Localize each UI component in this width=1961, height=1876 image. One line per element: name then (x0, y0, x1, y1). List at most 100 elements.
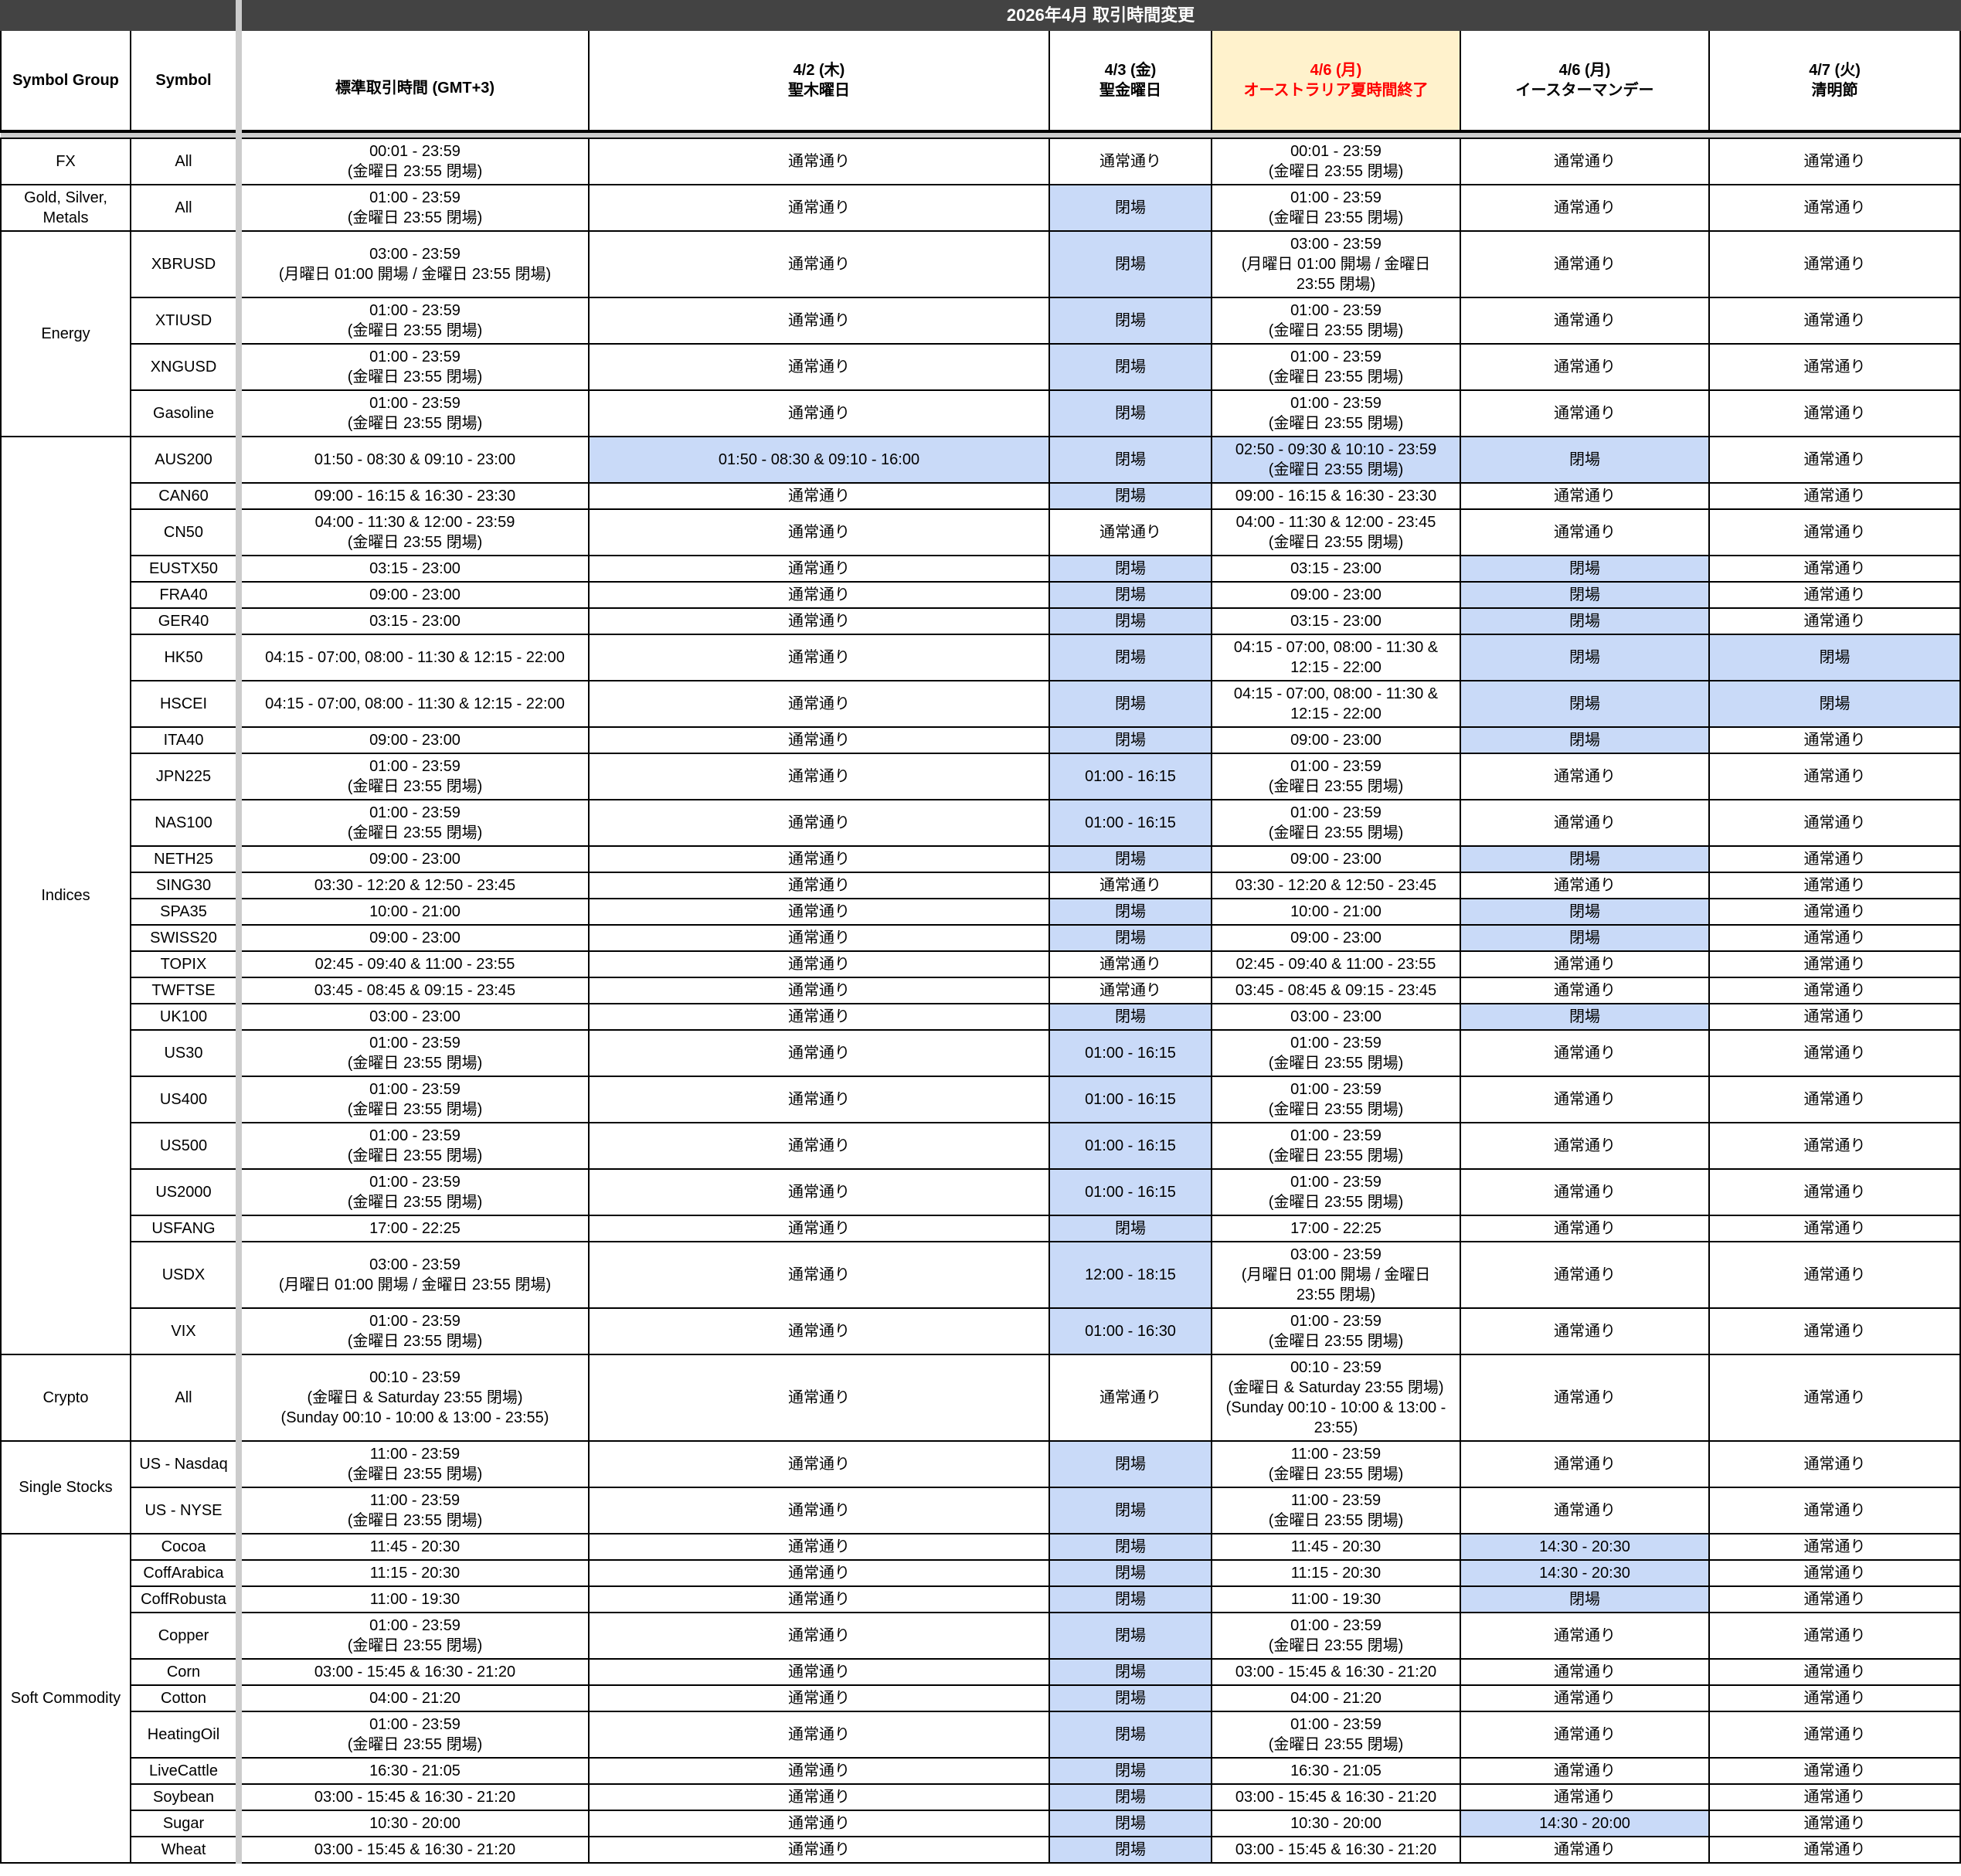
day-cell-0406-easter: 閉場 (1460, 607, 1710, 635)
day-cell-0406-au: 09:00 - 23:00 (1211, 924, 1461, 952)
symbol-cell: Cotton (130, 1684, 240, 1712)
symbol-cell: UK100 (130, 1003, 240, 1031)
day-cell-0403: 閉場 (1048, 726, 1212, 754)
day-cell-0407: 通常通り (1708, 1559, 1961, 1587)
day-cell-0406-easter: 14:30 - 20:00 (1460, 1810, 1710, 1837)
day-cell-0407: 通常通り (1708, 297, 1961, 345)
day-cell-0402: 通常通り (588, 1307, 1050, 1355)
standard-hours-cell: 01:00 - 23:59 (金曜日 23:55 閉場) (236, 343, 590, 391)
day-cell-0403: 01:00 - 16:15 (1048, 1029, 1212, 1077)
day-cell-0406-au: 03:15 - 23:00 (1211, 555, 1461, 583)
table-row: Wheat 03:00 - 15:45 & 16:30 - 21:20 通常通り 閉場… (1, 1836, 1961, 1864)
day-cell-0406-easter: 通常通り (1460, 1440, 1710, 1488)
symbol-cell: XNGUSD (130, 343, 240, 391)
symbol-cell: Copper (130, 1612, 240, 1660)
day-cell-0402: 通常通り (588, 799, 1050, 847)
standard-hours-cell: 09:00 - 23:00 (236, 924, 590, 952)
header-gap (1, 131, 1961, 138)
standard-hours-cell: 03:00 - 23:59 (月曜日 01:00 開場 / 金曜日 23:55 … (236, 230, 590, 298)
table-row: Crypto All 00:10 - 23:59 (金曜日 & Saturday 2… (0, 1354, 1961, 1442)
day-cell-0406-easter: 通常通り (1460, 799, 1710, 847)
table-row: US400 01:00 - 23:59 (金曜日 23:55 閉場) 通常通り 01:… (1, 1076, 1961, 1123)
day-cell-0407: 通常通り (1708, 845, 1961, 873)
day-cell-0403: 閉場 (1048, 1684, 1212, 1712)
header-day-0403: 4/3 (金) 聖金曜日 (1048, 29, 1212, 133)
day-cell-0406-au: 02:50 - 09:30 & 10:10 - 23:59 (金曜日 23:55… (1211, 436, 1461, 484)
title-row: 2026年4月 取引時間変更 (0, 0, 1961, 31)
day-cell-0406-au: 04:00 - 11:30 & 12:00 - 23:45 (金曜日 23:55… (1211, 508, 1461, 556)
header-row: Symbol Group Symbol 標準取引時間 (GMT+3) 4/2 (… (0, 29, 1961, 133)
day-cell-0406-easter: 通常通り (1460, 1836, 1710, 1864)
day-cell-0403: 閉場 (1048, 1836, 1212, 1864)
day-cell-0406-au: 01:00 - 23:59 (金曜日 23:55 閉場) (1211, 343, 1461, 391)
symbol-group-cell: Indices (0, 436, 131, 1355)
symbol-group-cell: Energy (0, 230, 131, 437)
day-cell-0407: 通常通り (1708, 1684, 1961, 1712)
day-cell-0406-easter: 閉場 (1460, 1585, 1710, 1613)
standard-hours-cell: 03:00 - 23:00 (236, 1003, 590, 1031)
day-cell-0407: 通常通り (1708, 924, 1961, 952)
day-cell-0407: 通常通り (1708, 1487, 1961, 1534)
day-cell-0406-au: 03:15 - 23:00 (1211, 607, 1461, 635)
day-cell-0403: 01:00 - 16:15 (1048, 1076, 1212, 1123)
day-cell-0407: 通常通り (1708, 1076, 1961, 1123)
symbol-cell: USFANG (130, 1215, 240, 1242)
day-cell-0403: 閉場 (1048, 482, 1212, 510)
day-cell-0406-easter: 通常通り (1460, 1168, 1710, 1216)
standard-hours-cell: 03:15 - 23:00 (236, 607, 590, 635)
day-cell-0407: 通常通り (1708, 230, 1961, 298)
day-cell-0406-au: 03:45 - 08:45 & 09:15 - 23:45 (1211, 977, 1461, 1004)
day-cell-0407: 通常通り (1708, 1836, 1961, 1864)
day-cell-0402: 01:50 - 08:30 & 09:10 - 16:00 (588, 436, 1050, 484)
day-cell-0402: 通常通り (588, 508, 1050, 556)
table-row: XNGUSD 01:00 - 23:59 (金曜日 23:55 閉場) 通常通り 閉場… (1, 343, 1961, 391)
day-cell-0402: 通常通り (588, 1612, 1050, 1660)
day-cell-0406-easter: 通常通り (1460, 508, 1710, 556)
day-cell-0407: 通常通り (1708, 726, 1961, 754)
day-cell-0403: 通常通り (1048, 138, 1212, 185)
day-cell-0406-au: 01:00 - 23:59 (金曜日 23:55 閉場) (1211, 297, 1461, 345)
standard-hours-cell: 11:15 - 20:30 (236, 1559, 590, 1587)
day-cell-0402: 通常通り (588, 607, 1050, 635)
header-standard-hours: 標準取引時間 (GMT+3) (236, 29, 590, 133)
standard-hours-cell: 03:15 - 23:00 (236, 555, 590, 583)
standard-hours-cell: 01:50 - 08:30 & 09:10 - 23:00 (236, 436, 590, 484)
day-cell-0407: 通常通り (1708, 555, 1961, 583)
day-cell-0407: 通常通り (1708, 184, 1961, 232)
standard-hours-cell: 01:00 - 23:59 (金曜日 23:55 閉場) (236, 753, 590, 800)
day-cell-0406-easter: 通常通り (1460, 1487, 1710, 1534)
day-cell-0407: 閉場 (1708, 634, 1961, 681)
day-cell-0406-easter: 通常通り (1460, 343, 1710, 391)
day-cell-0406-au: 11:00 - 23:59 (金曜日 23:55 閉場) (1211, 1487, 1461, 1534)
table-row: CN50 04:00 - 11:30 & 12:00 - 23:59 (金曜日 2… (1, 508, 1961, 556)
day-cell-0403: 通常通り (1048, 977, 1212, 1004)
standard-hours-cell: 11:00 - 19:30 (236, 1585, 590, 1613)
header-day-0402: 4/2 (木) 聖木曜日 (588, 29, 1050, 133)
symbol-cell: US30 (130, 1029, 240, 1077)
symbol-cell: US - Nasdaq (130, 1440, 240, 1488)
symbol-cell: CoffRobusta (130, 1585, 240, 1613)
day-cell-0402: 通常通り (588, 898, 1050, 926)
day-cell-0406-au: 09:00 - 23:00 (1211, 726, 1461, 754)
day-cell-0406-easter: 通常通り (1460, 1783, 1710, 1811)
table-row: Gold, Silver, Metals All 01:00 - 23:59 (金曜… (0, 184, 1961, 232)
symbol-cell: TOPIX (130, 950, 240, 978)
table-row: Soft Commodity Cocoa 11:45 - 20:30 通常通り 閉場 11… (0, 1533, 1961, 1864)
table-row: TOPIX 02:45 - 09:40 & 11:00 - 23:55 通常通り 通常… (1, 950, 1961, 978)
table-row: Energy XBRUSD 03:00 - 23:59 (月曜日 01:00 開場 … (0, 230, 1961, 437)
symbol-cell: CoffArabica (130, 1559, 240, 1587)
day-cell-0406-au: 03:00 - 15:45 & 16:30 - 21:20 (1211, 1783, 1461, 1811)
standard-hours-cell: 04:00 - 21:20 (236, 1684, 590, 1712)
day-cell-0402: 通常通り (588, 1354, 1050, 1442)
symbol-cell: XBRUSD (130, 230, 240, 298)
symbol-cell: Soybean (130, 1783, 240, 1811)
day-cell-0407: 通常通り (1708, 1241, 1961, 1309)
day-cell-0407: 通常通り (1708, 607, 1961, 635)
day-cell-0406-easter: 閉場 (1460, 680, 1710, 728)
header-day-0406-easter: 4/6 (月) イースターマンデー (1460, 29, 1710, 133)
table-row: USFANG 17:00 - 22:25 通常通り 閉場 17:00 - 22:25 通常… (1, 1215, 1961, 1242)
table-body: FX All 00:01 - 23:59 (金曜日 23:55 閉場) 通常通り 通常通… (0, 138, 1961, 1864)
day-cell-0403: 閉場 (1048, 1783, 1212, 1811)
day-cell-0406-au: 01:00 - 23:59 (金曜日 23:55 閉場) (1211, 1122, 1461, 1170)
